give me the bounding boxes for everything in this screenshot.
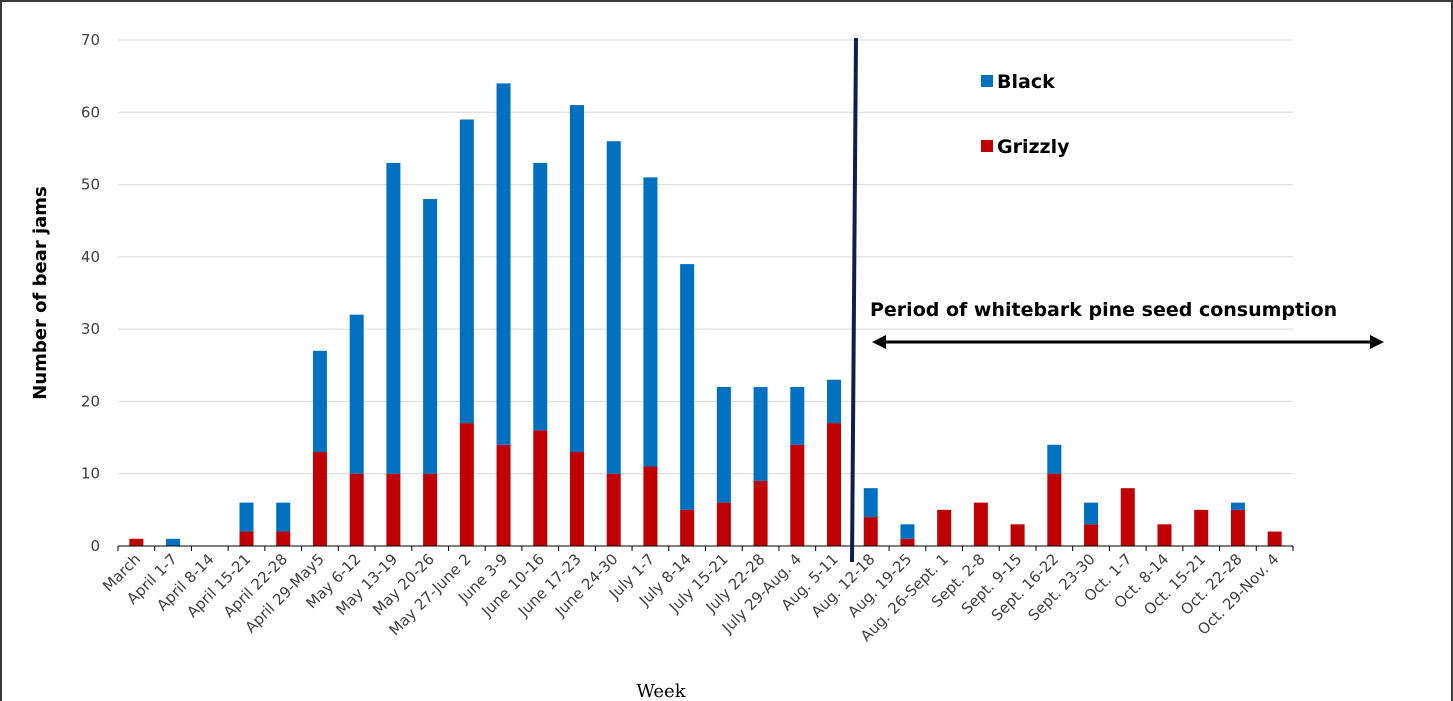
y-tick-label: 10 bbox=[81, 465, 100, 483]
bar-black bbox=[349, 314, 364, 474]
bar-grizzly bbox=[973, 502, 988, 546]
bar-black bbox=[680, 264, 695, 510]
bar-black bbox=[1230, 502, 1245, 510]
x-axis-label: Week bbox=[636, 681, 686, 701]
bar-black bbox=[606, 141, 621, 474]
bar-grizzly bbox=[1047, 473, 1062, 546]
bar-grizzly bbox=[1084, 524, 1099, 546]
y-tick-label: 20 bbox=[81, 392, 100, 410]
y-tick-label: 70 bbox=[81, 31, 100, 49]
bar-grizzly bbox=[533, 430, 548, 546]
bar-grizzly bbox=[1120, 488, 1135, 546]
bar-black bbox=[496, 83, 511, 445]
bar-grizzly bbox=[496, 444, 511, 546]
bar-grizzly bbox=[1230, 509, 1245, 546]
period-arrow bbox=[872, 335, 1384, 349]
bar-black bbox=[863, 488, 878, 518]
bar-grizzly bbox=[827, 423, 842, 546]
bar-grizzly bbox=[239, 531, 254, 546]
y-tick-label: 0 bbox=[90, 537, 100, 555]
bar-grizzly bbox=[129, 538, 144, 546]
legend-swatch-grizzly bbox=[981, 140, 993, 152]
bar-grizzly bbox=[753, 480, 768, 546]
bar-grizzly bbox=[459, 423, 474, 546]
y-tick-labels: 0 10 20 30 40 50 60 70 bbox=[81, 31, 100, 555]
bar-black bbox=[386, 162, 401, 474]
bar-black bbox=[1084, 502, 1099, 525]
period-arrow-left-head bbox=[872, 335, 886, 349]
bar-black bbox=[423, 199, 438, 474]
bar-grizzly bbox=[1194, 509, 1209, 546]
bar-black bbox=[790, 386, 805, 445]
bar-grizzly bbox=[423, 473, 438, 546]
y-tick-label: 30 bbox=[81, 320, 100, 338]
bar-black bbox=[276, 502, 291, 532]
legend-label-grizzly: Grizzly bbox=[997, 136, 1070, 158]
bar-black bbox=[239, 502, 254, 532]
y-tick-label: 50 bbox=[81, 176, 100, 194]
bar-black bbox=[166, 538, 181, 546]
bar-grizzly bbox=[790, 444, 805, 546]
x-axis bbox=[117, 545, 1294, 551]
bar-black bbox=[900, 524, 915, 539]
legend: Black Grizzly bbox=[981, 71, 1070, 158]
bar-grizzly bbox=[569, 452, 584, 546]
bar-grizzly bbox=[643, 466, 658, 546]
bar-black bbox=[827, 379, 842, 424]
bar-grizzly bbox=[1010, 524, 1025, 546]
bar-grizzly bbox=[312, 452, 327, 546]
bar-grizzly bbox=[1157, 524, 1172, 546]
period-arrow-right-head bbox=[1370, 335, 1384, 349]
period-divider-line bbox=[850, 37, 858, 563]
bar-grizzly bbox=[937, 509, 952, 546]
bar-grizzly bbox=[1267, 531, 1282, 546]
bar-black bbox=[569, 105, 584, 453]
bar-grizzly bbox=[386, 473, 401, 546]
period-annotation: Period of whitebark pine seed consumptio… bbox=[870, 299, 1337, 321]
bar-black bbox=[312, 350, 327, 453]
y-tick-label: 60 bbox=[81, 103, 100, 121]
bar-grizzly bbox=[606, 473, 621, 546]
bar-black bbox=[753, 386, 768, 481]
bar-grizzly bbox=[349, 473, 364, 546]
bar-black bbox=[459, 119, 474, 424]
legend-label-black: Black bbox=[997, 71, 1055, 93]
bar-black bbox=[1047, 444, 1062, 474]
bar-grizzly bbox=[276, 531, 291, 546]
legend-swatch-black bbox=[981, 75, 993, 87]
bar-grizzly bbox=[716, 502, 731, 546]
bar-grizzly bbox=[680, 509, 695, 546]
y-axis-label: Number of bear jams bbox=[30, 186, 51, 400]
y-tick-label: 40 bbox=[81, 248, 100, 266]
bars bbox=[129, 83, 1282, 546]
bar-black bbox=[643, 177, 658, 467]
bar-grizzly bbox=[863, 517, 878, 546]
bar-black bbox=[533, 162, 548, 431]
bar-grizzly bbox=[900, 538, 915, 546]
gridlines bbox=[118, 39, 1293, 475]
bar-black bbox=[716, 386, 731, 503]
